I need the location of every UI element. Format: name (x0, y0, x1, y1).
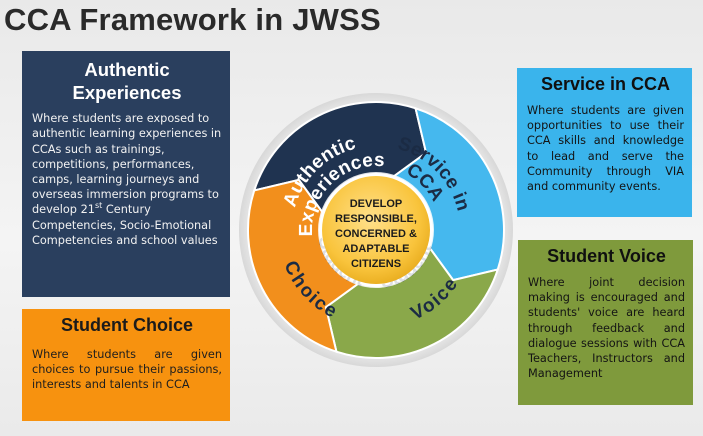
student-choice-heading: Student Choice (60, 315, 193, 335)
authentic-experiences-heading: Authentic Experiences (32, 59, 222, 104)
authentic-experiences-box: Authentic Experiences Where students are… (22, 51, 230, 297)
page-title: CCA Framework in JWSS (4, 2, 381, 37)
heading-line-2: Experiences (72, 81, 182, 103)
student-voice-box: Student Voice Where joint decision makin… (518, 240, 693, 405)
cca-cycle-diagram: Authentic Experiences Service in CCA Stu… (239, 93, 513, 367)
service-in-cca-description: Where students are given opportunities t… (527, 103, 684, 193)
center-text-line-4: ADAPTABLE (342, 243, 409, 255)
description-part-2: Century Competencies, Socio-Emotional Co… (32, 203, 218, 247)
center-text-line-5: CITIZENS (351, 258, 401, 270)
student-voice-description: Where joint decision making is encourage… (528, 275, 685, 381)
service-in-cca-box: Service in CCA Where students are given … (517, 68, 692, 217)
heading-line-1: Authentic (84, 59, 170, 80)
ordinal-suffix: st (94, 201, 103, 211)
center-hub (322, 176, 430, 284)
student-voice-heading: Student Voice (547, 246, 666, 266)
center-text-line-2: RESPONSIBLE, (335, 213, 417, 225)
student-choice-description: Where students are given choices to purs… (32, 347, 222, 392)
authentic-experiences-description: Where students are exposed to authentic … (32, 111, 222, 248)
center-text-line-3: CONCERNED & (335, 228, 417, 240)
description-part-1: Where students are exposed to authentic … (32, 112, 222, 217)
service-in-cca-heading: Service in CCA (540, 74, 671, 94)
center-text-line-1: DEVELOP (350, 198, 403, 210)
student-choice-box: Student Choice Where students are given … (22, 309, 230, 421)
